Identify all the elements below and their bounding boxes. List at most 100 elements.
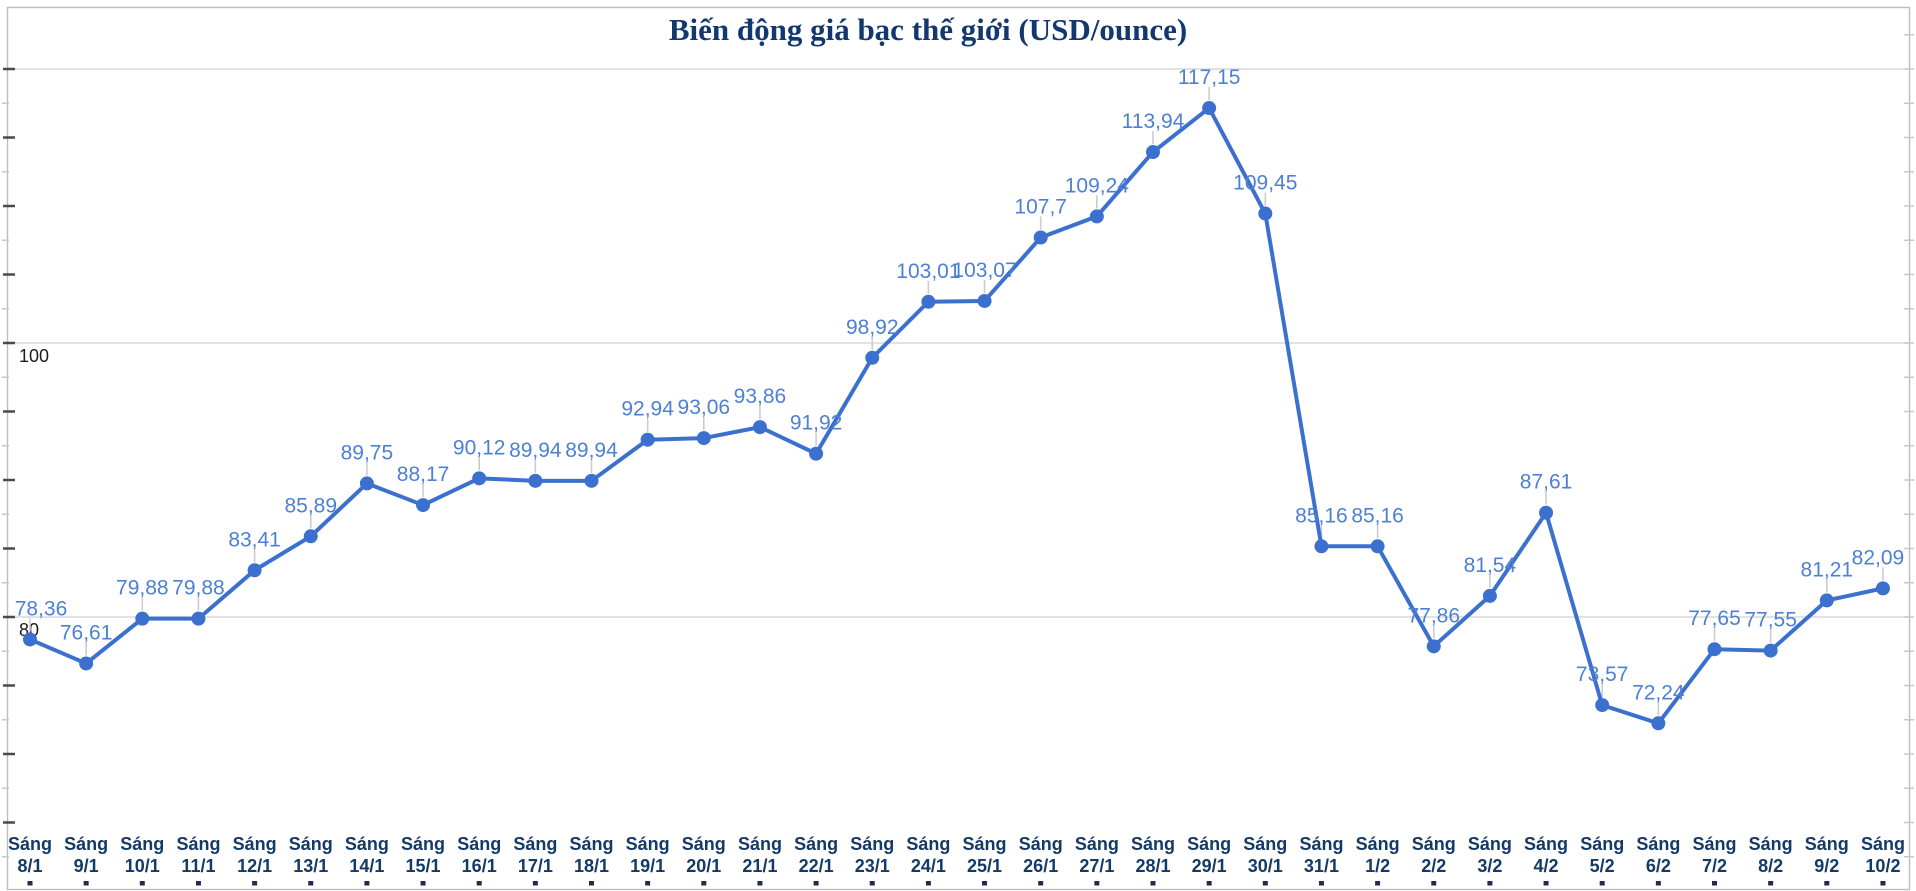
x-axis-label-date: 13/1 — [293, 856, 328, 876]
data-point-label: 89,75 — [341, 441, 394, 464]
data-point[interactable] — [1258, 206, 1273, 221]
data-point-label: 81,21 — [1801, 558, 1854, 581]
data-point[interactable] — [865, 350, 880, 365]
chart-border — [6, 6, 1911, 891]
data-point[interactable] — [1033, 230, 1048, 245]
data-point[interactable] — [1651, 716, 1666, 731]
data-point[interactable] — [1370, 539, 1385, 554]
data-point[interactable] — [1595, 698, 1610, 713]
data-point[interactable] — [752, 420, 767, 435]
x-axis-label-date: 24/1 — [911, 856, 946, 876]
x-axis-tick — [139, 881, 145, 886]
x-axis-tick — [195, 881, 201, 886]
x-axis-label-prefix: Sáng — [1692, 834, 1736, 854]
x-axis-label-prefix: Sáng — [1356, 834, 1400, 854]
data-point[interactable] — [1707, 642, 1722, 657]
data-point[interactable] — [359, 476, 374, 491]
data-point[interactable] — [23, 632, 37, 647]
data-point[interactable] — [1763, 643, 1778, 658]
x-axis-tick — [252, 881, 258, 886]
data-point[interactable] — [416, 498, 431, 513]
data-point[interactable] — [528, 473, 543, 488]
x-axis-label-prefix: Sáng — [8, 834, 52, 854]
data-point[interactable] — [1819, 593, 1834, 608]
data-point[interactable] — [640, 432, 655, 447]
x-axis-label-date: 12/1 — [237, 856, 272, 876]
series-line — [28, 106, 1885, 726]
x-axis-label-date: 6/2 — [1646, 856, 1671, 876]
x-axis-label-prefix: Sáng — [850, 834, 894, 854]
data-point[interactable] — [1202, 101, 1217, 116]
x-axis-tick — [1487, 881, 1493, 886]
x-axis-label-date: 8/2 — [1758, 856, 1783, 876]
x-axis-label-date: 23/1 — [855, 856, 890, 876]
x-axis-tick — [1599, 881, 1605, 886]
x-axis-label-date: 17/1 — [518, 856, 553, 876]
data-point-label: 109,24 — [1065, 174, 1130, 197]
x-axis-label-prefix: Sáng — [345, 834, 389, 854]
x-axis-tick — [1262, 881, 1268, 886]
data-point[interactable] — [1482, 588, 1497, 603]
x-axis-label-date: 9/1 — [74, 856, 99, 876]
x-axis-tick — [1431, 881, 1437, 886]
data-point-label: 85,16 — [1295, 504, 1348, 527]
x-axis-tick — [1375, 881, 1381, 886]
data-point[interactable] — [1426, 639, 1441, 654]
data-point-label: 78,36 — [15, 597, 68, 620]
data-point-label: 76,61 — [60, 621, 113, 644]
x-axis-label-date: 21/1 — [742, 856, 777, 876]
x-axis-tick — [813, 881, 819, 886]
x-axis-label-date: 28/1 — [1135, 856, 1170, 876]
data-point[interactable] — [1089, 209, 1104, 224]
x-axis-label-date: 27/1 — [1079, 856, 1114, 876]
x-axis-label-prefix: Sáng — [1580, 834, 1624, 854]
data-point[interactable] — [135, 611, 150, 626]
data-point-label: 72,24 — [1632, 681, 1685, 704]
data-point[interactable] — [584, 473, 599, 488]
x-axis-label-prefix: Sáng — [513, 834, 557, 854]
data-point[interactable] — [1314, 539, 1329, 554]
data-point[interactable] — [977, 293, 992, 308]
data-point-label: 88,17 — [397, 463, 450, 486]
x-axis-label-date: 19/1 — [630, 856, 665, 876]
data-point-label: 87,61 — [1520, 471, 1573, 494]
data-point-label: 98,92 — [846, 316, 899, 339]
data-point[interactable] — [79, 656, 94, 671]
data-point[interactable] — [1875, 581, 1890, 596]
x-axis-label-prefix: Sáng — [794, 834, 838, 854]
data-point-label: 85,89 — [284, 494, 337, 517]
data-point[interactable] — [303, 529, 318, 544]
data-point[interactable] — [472, 471, 487, 486]
data-point[interactable] — [696, 431, 711, 446]
x-axis-label-date: 22/1 — [799, 856, 834, 876]
x-axis-label-date: 11/1 — [181, 856, 215, 876]
x-axis-tick — [308, 881, 314, 886]
x-axis-tick — [364, 881, 370, 886]
data-point[interactable] — [809, 446, 824, 461]
x-axis-label-date: 3/2 — [1477, 856, 1502, 876]
data-point[interactable] — [921, 294, 936, 309]
data-point[interactable] — [1146, 145, 1160, 160]
x-axis-label-date: 16/1 — [462, 856, 497, 876]
data-point-label: 77,55 — [1744, 609, 1797, 632]
data-point[interactable] — [191, 611, 206, 626]
data-point[interactable] — [1539, 505, 1554, 520]
data-point[interactable] — [247, 563, 262, 578]
x-axis-label-prefix: Sáng — [1412, 834, 1456, 854]
x-axis-tick — [982, 881, 988, 886]
